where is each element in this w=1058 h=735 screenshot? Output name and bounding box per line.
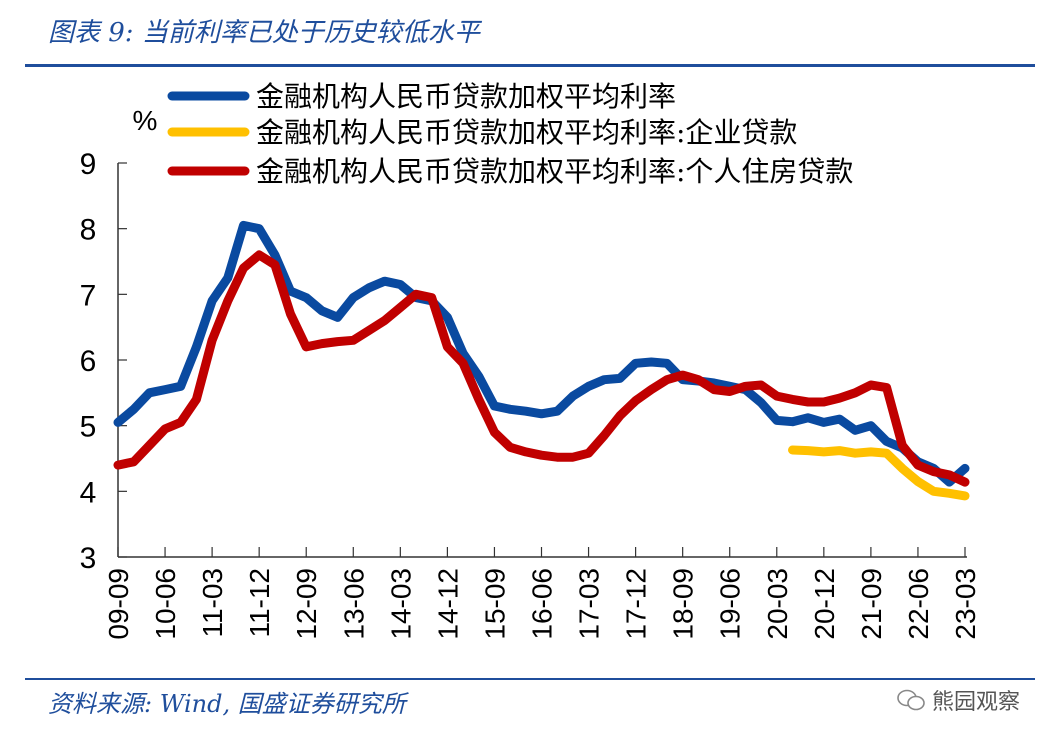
x-tick-label: 10-06: [150, 568, 181, 640]
y-tick-label: 5: [80, 411, 97, 444]
x-tick-label: 18-09: [668, 568, 699, 640]
x-tick-label: 13-06: [338, 568, 369, 640]
x-tick-label: 17-12: [621, 568, 652, 640]
x-tick-label: 09-09: [103, 568, 134, 640]
x-tick-label: 11-12: [244, 568, 275, 638]
top-divider: [25, 64, 1035, 67]
bottom-divider: [25, 678, 1035, 680]
y-axis-unit: %: [133, 105, 158, 136]
x-tick-label: 14-03: [385, 568, 416, 640]
x-tick-label: 17-03: [574, 568, 605, 640]
legend-label: 金融机构人民币贷款加权平均利率:企业贷款: [256, 116, 797, 149]
legend-label: 金融机构人民币贷款加权平均利率: [256, 80, 676, 113]
series-line-2: [788, 445, 970, 501]
wechat-icon: [897, 689, 925, 711]
y-tick-label: 9: [80, 148, 97, 181]
x-tick-label: 11-03: [197, 568, 228, 638]
x-tick-label: 16-06: [527, 568, 558, 640]
x-tick-label: 20-03: [762, 568, 793, 640]
y-tick-label: 6: [80, 345, 97, 378]
x-tick-label: 20-12: [809, 568, 840, 640]
x-tick-label: 12-09: [291, 568, 322, 640]
y-tick-label: 3: [80, 542, 97, 575]
series-line-3: [113, 250, 970, 487]
x-tick-label: 14-12: [432, 568, 463, 640]
x-tick-label: 22-06: [903, 568, 934, 640]
series-line-1: [113, 220, 970, 487]
figure-title: 图表 9: 当前利率已处于历史较低水平: [48, 18, 480, 48]
x-tick-label: 23-03: [950, 568, 981, 640]
y-tick-label: 8: [80, 214, 97, 247]
legend-label: 金融机构人民币贷款加权平均利率:个人住房贷款: [256, 155, 853, 188]
y-tick-label: 4: [80, 476, 97, 509]
x-tick-label: 19-06: [715, 568, 746, 640]
watermark: 熊园观察: [896, 684, 1020, 716]
source-note: 资料来源: Wind, 国盛证券研究所: [48, 690, 406, 718]
y-tick-label: 7: [80, 279, 97, 312]
watermark-text: 熊园观察: [931, 690, 1020, 715]
x-tick-label: 15-09: [479, 568, 510, 640]
x-tick-label: 21-09: [856, 568, 887, 640]
